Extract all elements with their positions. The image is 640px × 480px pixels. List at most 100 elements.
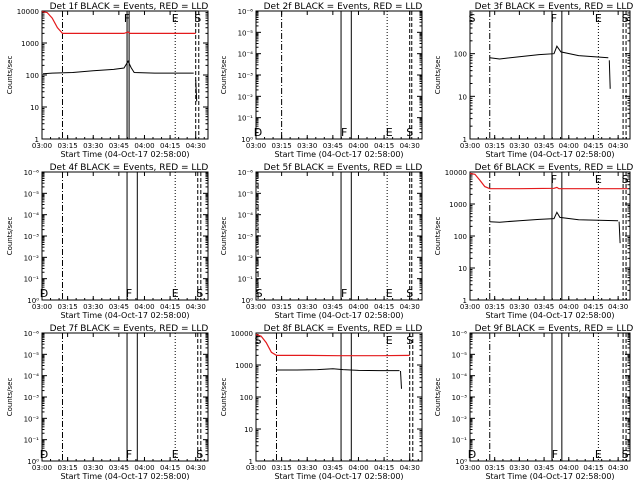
marker-letter: F (341, 287, 347, 300)
y-tick-label: 10⁻⁶ (238, 8, 254, 16)
marker-letter: E (595, 173, 602, 186)
y-tick-label: 100 (240, 394, 253, 402)
x-tick-label: 04:30 (608, 303, 628, 311)
x-tick-label: 04:30 (608, 142, 628, 150)
x-axis-label: Start Time (04-Oct-17 02:58:00) (60, 150, 189, 159)
y-tick-label: 10⁻⁵ (24, 190, 40, 198)
detector-panel: Det 3f BLACK = Events, RED = LLD Counts/s… (434, 2, 633, 159)
y-tick-label: 10⁻⁶ (24, 330, 40, 338)
x-tick-label: 04:00 (559, 303, 579, 311)
detector-panel: Det 2f BLACK = Events, RED = LLD Counts/s… (220, 2, 423, 159)
y-tick-label: 10⁻⁴ (24, 212, 40, 220)
x-tick-label: 03:15 (485, 303, 505, 311)
y-tick-label: 100 (454, 51, 467, 59)
detector-panel: Det 9f BLACK = Events, RED = LLD Counts/s… (434, 324, 633, 480)
marker-letter: S (468, 12, 475, 25)
x-tick-label: 03:00 (32, 142, 52, 150)
marker-letter: S (255, 334, 262, 347)
marker-letter: E (595, 12, 602, 25)
plot-frame (469, 171, 631, 301)
events-series-line (400, 370, 402, 389)
x-tick-label: 04:15 (160, 464, 180, 472)
x-tick-label: 03:00 (246, 464, 266, 472)
marker-letter: E (386, 287, 393, 300)
y-tick-label: 10⁻³ (452, 394, 468, 402)
y-tick-label: 10⁰ (27, 458, 39, 466)
y-axis-label: Counts/sec (434, 217, 442, 256)
plot-frame (255, 10, 423, 140)
marker-letter: F (124, 12, 130, 25)
events-series-line (195, 79, 198, 102)
x-tick-label: 04:15 (583, 142, 603, 150)
x-tick-label: 04:15 (374, 464, 394, 472)
marker-letter: F (341, 126, 347, 139)
y-tick-label: 10⁻¹ (238, 115, 254, 123)
panel-title: Det 4f BLACK = Events, RED = LLD (50, 163, 209, 173)
marker-letter: S (406, 287, 413, 300)
y-tick-label: 10⁻⁵ (24, 351, 40, 359)
y-tick-label: 100 (454, 233, 467, 241)
y-tick-label: 10⁻⁴ (24, 373, 40, 381)
x-axis-label: Start Time (04-Oct-17 02:58:00) (60, 311, 189, 320)
x-tick-label: 03:30 (83, 142, 103, 150)
y-tick-label: 10 (30, 104, 39, 112)
y-tick-label: 10⁻² (452, 415, 468, 423)
marker-letter: D (40, 287, 48, 300)
x-tick-label: 03:15 (272, 142, 292, 150)
x-tick-label: 03:00 (460, 303, 480, 311)
y-tick-label: 10⁰ (241, 136, 253, 144)
events-series-line (489, 211, 619, 223)
x-tick-label: 03:00 (32, 303, 52, 311)
y-tick-label: 10⁻³ (238, 233, 254, 241)
x-tick-label: 03:00 (246, 303, 266, 311)
y-tick-label: 10 (244, 426, 253, 434)
x-axis-label: Start Time (04-Oct-17 02:58:00) (274, 311, 403, 320)
marker-letter: E (386, 126, 393, 139)
panel-title: Det 9f BLACK = Events, RED = LLD (475, 324, 634, 334)
y-tick-label: 10⁻² (24, 254, 40, 262)
y-tick-label: 10⁻¹ (24, 276, 40, 284)
panel-title: Det 7f BLACK = Events, RED = LLD (50, 324, 209, 334)
x-tick-label: 04:15 (374, 303, 394, 311)
y-tick-label: 10⁻² (24, 415, 40, 423)
lld-series-line (255, 333, 410, 357)
marker-letter: E (172, 12, 179, 25)
y-tick-label: 1 (249, 458, 253, 466)
x-tick-label: 03:30 (83, 464, 103, 472)
x-axis-label: Start Time (04-Oct-17 02:58:00) (485, 150, 614, 159)
y-tick-label: 10⁻⁴ (238, 51, 254, 59)
x-tick-label: 03:45 (323, 303, 343, 311)
marker-letter: D (40, 448, 48, 461)
marker-letter: E (595, 448, 602, 461)
x-tick-label: 04:00 (559, 142, 579, 150)
y-tick-label: 10⁻² (238, 93, 254, 101)
y-tick-label: 10⁰ (455, 458, 467, 466)
marker-letter: F (551, 173, 557, 186)
y-tick-label: 10 (458, 265, 467, 273)
detector-panel: Det 4f BLACK = Events, RED = LLD Counts/s… (6, 163, 209, 320)
y-tick-label: 10⁻¹ (238, 276, 254, 284)
x-tick-label: 03:00 (460, 142, 480, 150)
y-axis-label: Counts/sec (434, 56, 442, 95)
y-tick-label: 10000 (231, 330, 253, 338)
y-axis-label: Counts/sec (6, 217, 14, 256)
plot-frame (255, 332, 423, 462)
x-tick-label: 03:15 (272, 303, 292, 311)
marker-letter: S (196, 287, 203, 300)
x-tick-label: 03:15 (485, 464, 505, 472)
marker-letter: S (406, 126, 413, 139)
x-tick-label: 04:30 (608, 464, 628, 472)
x-tick-label: 04:15 (583, 464, 603, 472)
y-tick-label: 1000 (21, 40, 39, 48)
plot-frame (41, 10, 209, 140)
x-tick-label: 04:00 (559, 464, 579, 472)
marker-letter: S (194, 12, 201, 25)
x-tick-label: 03:45 (323, 142, 343, 150)
x-axis-label: Start Time (04-Oct-17 02:58:00) (274, 150, 403, 159)
detector-panel: Det 8f BLACK = Events, RED = LLD Counts/s… (220, 324, 423, 480)
y-tick-label: 10⁻⁵ (452, 351, 468, 359)
y-tick-label: 10⁻⁴ (238, 212, 254, 220)
y-tick-label: 10 (458, 93, 467, 101)
panel-title: Det 1f BLACK = Events, RED = LLD (50, 2, 209, 12)
